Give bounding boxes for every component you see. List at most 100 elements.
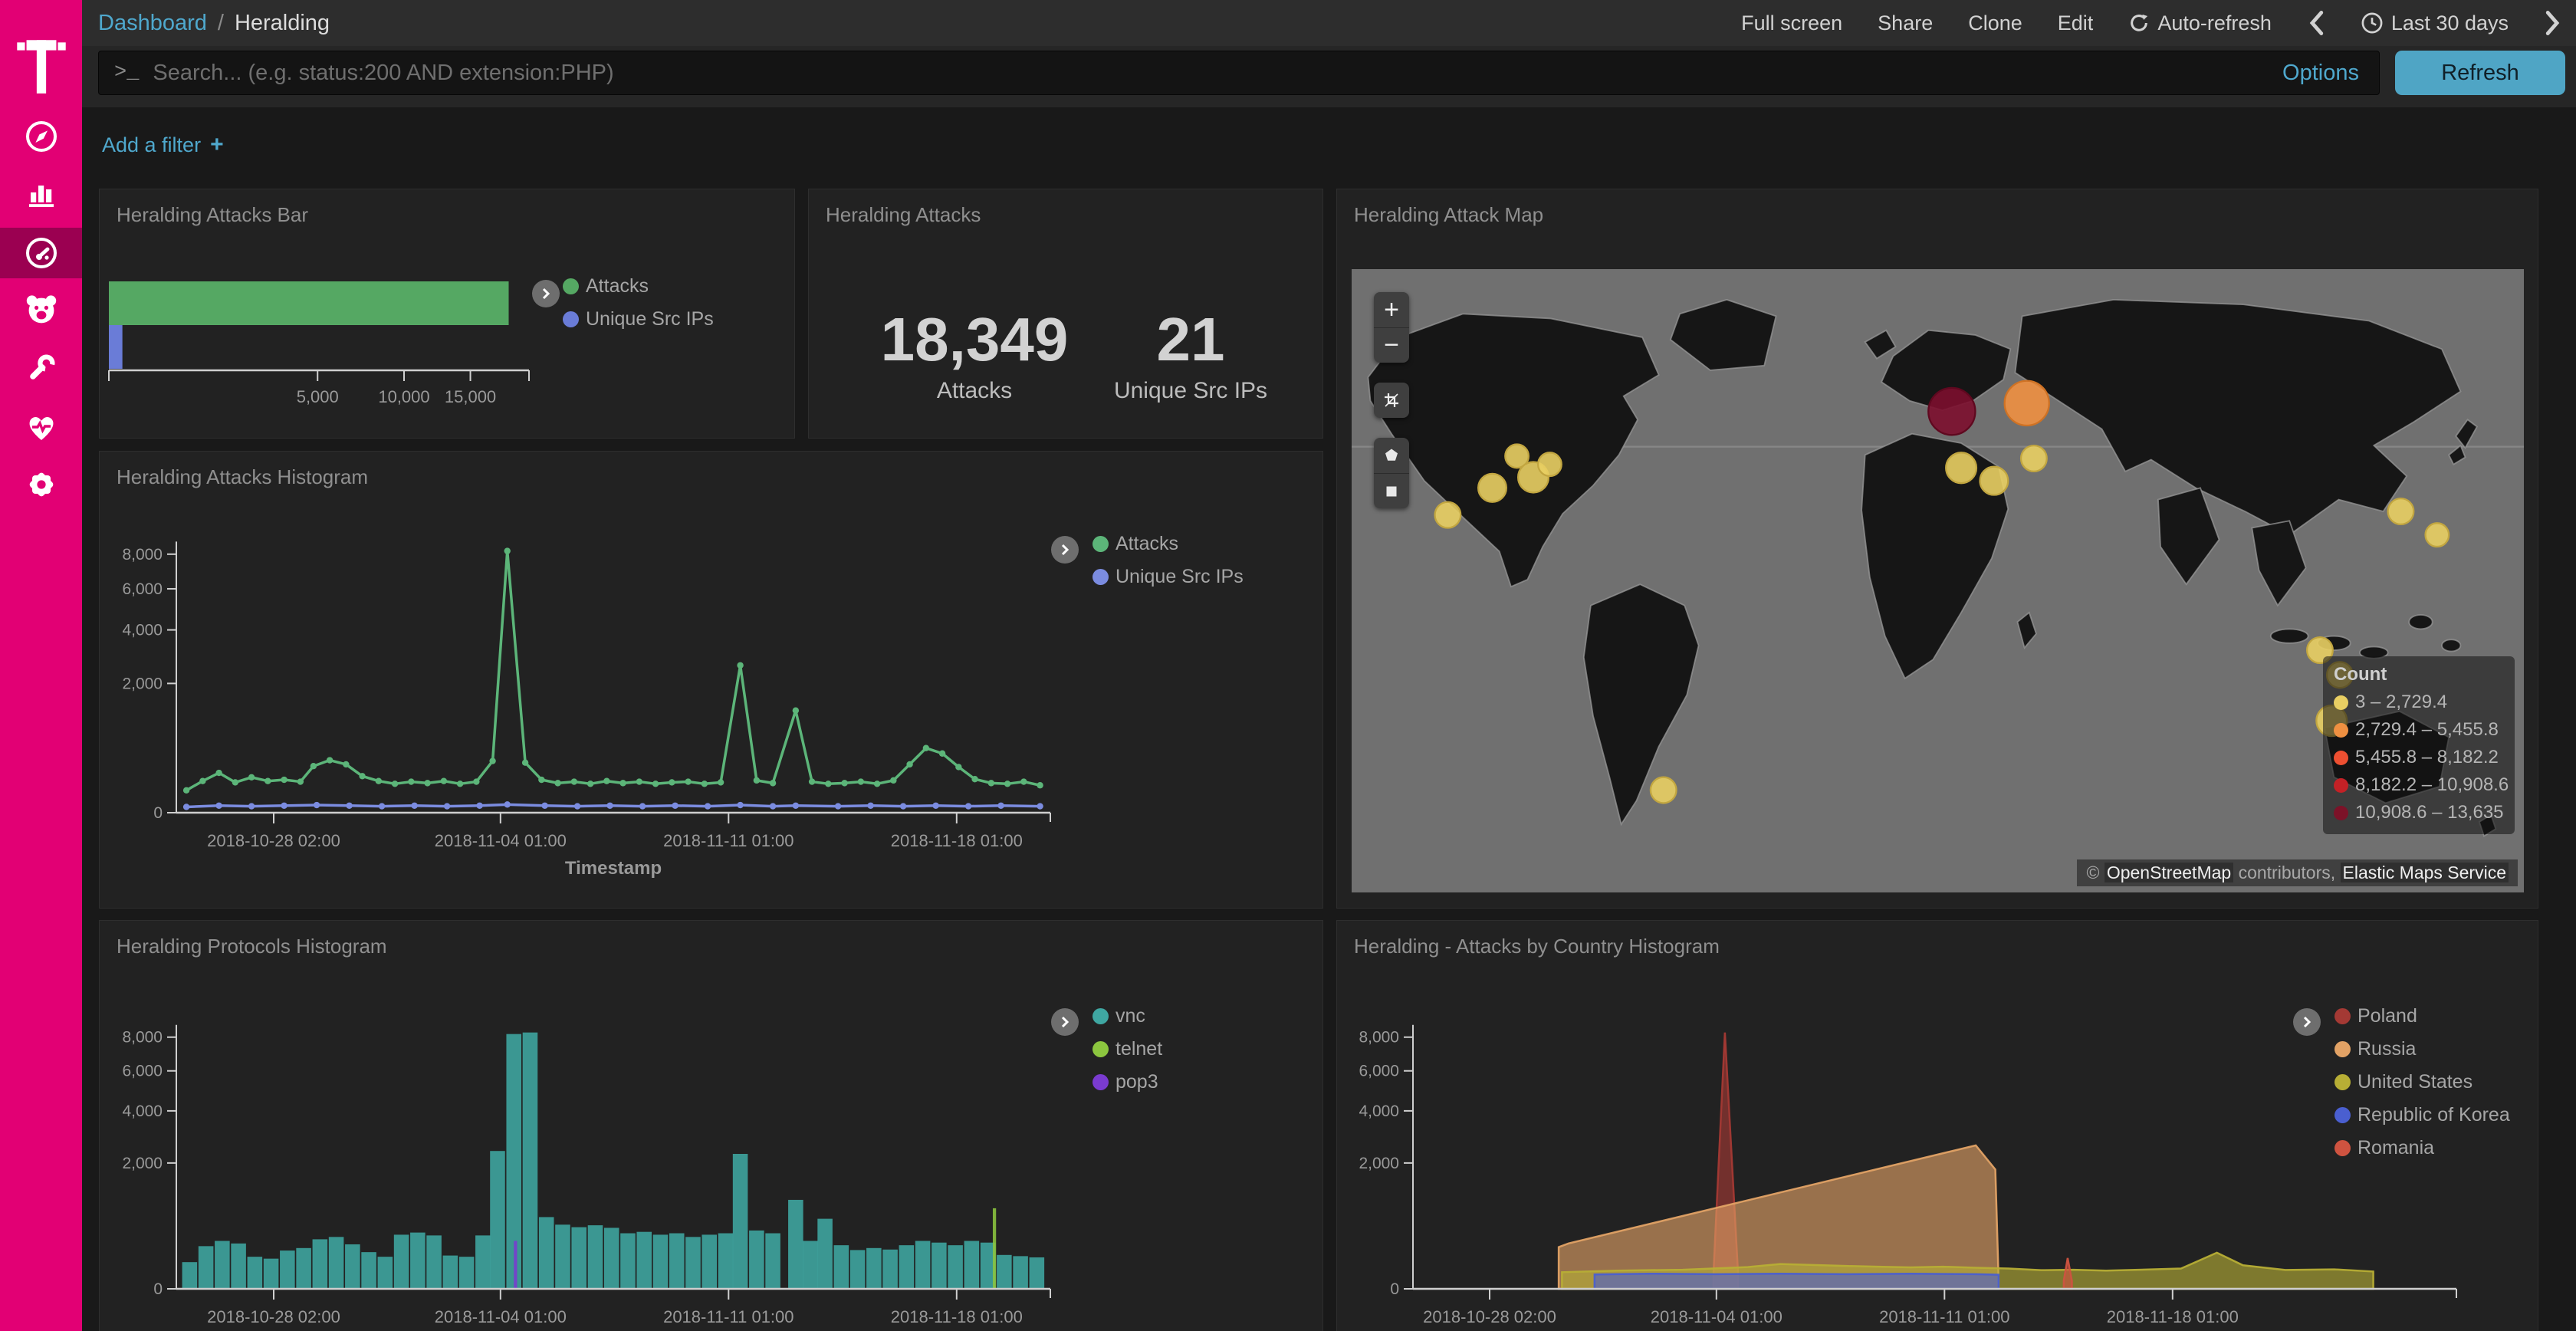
- auto-refresh-button[interactable]: Auto-refresh: [2128, 12, 2272, 35]
- add-filter-control[interactable]: Add a filter +: [102, 132, 224, 158]
- legend-item[interactable]: Poland: [2334, 1005, 2510, 1027]
- bar-vnc[interactable]: [523, 1033, 538, 1289]
- time-range-picker[interactable]: Last 30 days: [2361, 12, 2509, 35]
- area-Romania[interactable]: [2064, 1258, 2072, 1289]
- legend-item[interactable]: pop3: [1092, 1071, 1162, 1093]
- bar-vnc[interactable]: [997, 1255, 1012, 1289]
- sidebar-item-honeypot[interactable]: [0, 284, 82, 334]
- bar-vnc[interactable]: [329, 1237, 344, 1289]
- bar-vnc[interactable]: [394, 1234, 409, 1289]
- bar-vnc[interactable]: [718, 1234, 734, 1289]
- sidebar-item-visualize[interactable]: [0, 167, 82, 218]
- series-line-Attacks[interactable]: [186, 551, 1040, 790]
- osm-link[interactable]: OpenStreetMap: [2104, 863, 2233, 882]
- bar-vnc[interactable]: [749, 1231, 764, 1289]
- legend-item[interactable]: Unique Src IPs: [1092, 566, 1244, 588]
- legend-item[interactable]: Republic of Korea: [2334, 1104, 2510, 1126]
- attack-bubble[interactable]: [2005, 381, 2049, 426]
- legend-toggle-chevron[interactable]: [2293, 1008, 2321, 1036]
- map-zoom-out-button[interactable]: −: [1374, 327, 1409, 363]
- sidebar-item-dashboard[interactable]: [0, 228, 82, 278]
- world-map[interactable]: + − Count 3 – 2,729.42,729.4 – 5,455.85,…: [1352, 269, 2524, 892]
- bar-vnc[interactable]: [653, 1234, 669, 1289]
- attacks-histogram-chart[interactable]: 02,0004,0006,0008,0002018-10-28 02:00201…: [100, 452, 1322, 908]
- legend-item[interactable]: telnet: [1092, 1038, 1162, 1060]
- legend-item[interactable]: vnc: [1092, 1005, 1162, 1027]
- sidebar-item-discover[interactable]: [0, 111, 82, 162]
- bar-vnc[interactable]: [345, 1244, 360, 1289]
- bar-vnc[interactable]: [850, 1250, 866, 1289]
- bar-vnc[interactable]: [378, 1257, 393, 1289]
- bar-vnc[interactable]: [948, 1245, 963, 1289]
- bar-vnc[interactable]: [296, 1248, 311, 1289]
- map-draw-rectangle-button[interactable]: [1374, 473, 1409, 508]
- bar-vnc[interactable]: [702, 1234, 717, 1289]
- bar-vnc[interactable]: [733, 1154, 748, 1289]
- attack-bubble[interactable]: [1478, 474, 1506, 502]
- bar-vnc[interactable]: [248, 1257, 263, 1289]
- hbar-Unique Src IPs[interactable]: [109, 325, 123, 369]
- bar-vnc[interactable]: [426, 1235, 442, 1289]
- legend-item[interactable]: Romania: [2334, 1137, 2510, 1159]
- bar-vnc[interactable]: [620, 1234, 636, 1289]
- sidebar-item-management[interactable]: [0, 459, 82, 510]
- legend-toggle-chevron[interactable]: [1051, 536, 1079, 564]
- bar-pop3[interactable]: [514, 1241, 517, 1289]
- bar-telnet[interactable]: [993, 1208, 996, 1289]
- bar-vnc[interactable]: [571, 1227, 586, 1289]
- attack-bubble[interactable]: [1651, 777, 1677, 804]
- clone-button[interactable]: Clone: [1968, 12, 2022, 35]
- bar-vnc[interactable]: [866, 1248, 882, 1289]
- legend-toggle-chevron[interactable]: [1051, 1008, 1079, 1036]
- bar-vnc[interactable]: [899, 1245, 915, 1289]
- bar-vnc[interactable]: [215, 1241, 230, 1289]
- attack-bubble[interactable]: [1946, 452, 1976, 483]
- bar-vnc[interactable]: [685, 1237, 701, 1289]
- options-link[interactable]: Options: [2282, 61, 2359, 86]
- legend-item[interactable]: Attacks: [1092, 533, 1244, 555]
- bar-vnc[interactable]: [410, 1233, 426, 1289]
- full-screen-button[interactable]: Full screen: [1741, 12, 1842, 35]
- bar-vnc[interactable]: [765, 1234, 780, 1289]
- bar-vnc[interactable]: [1030, 1257, 1045, 1289]
- bar-vnc[interactable]: [588, 1225, 603, 1289]
- hbar-Attacks[interactable]: [109, 281, 509, 325]
- bar-vnc[interactable]: [788, 1200, 803, 1289]
- map-zoom-in-button[interactable]: +: [1374, 292, 1409, 327]
- bar-vnc[interactable]: [636, 1232, 652, 1289]
- bar-vnc[interactable]: [280, 1250, 295, 1289]
- search-input[interactable]: [153, 61, 2282, 86]
- edit-button[interactable]: Edit: [2058, 12, 2094, 35]
- bar-vnc[interactable]: [555, 1224, 570, 1289]
- attack-bubble[interactable]: [2426, 523, 2450, 547]
- attack-bubble[interactable]: [2021, 445, 2047, 472]
- bar-vnc[interactable]: [1013, 1256, 1028, 1289]
- bar-vnc[interactable]: [964, 1241, 980, 1289]
- t-mobile-logo[interactable]: [0, 20, 82, 109]
- attack-bubble[interactable]: [1928, 388, 1975, 435]
- bar-vnc[interactable]: [264, 1259, 279, 1289]
- bar-vnc[interactable]: [604, 1227, 619, 1289]
- bar-vnc[interactable]: [313, 1239, 328, 1289]
- bar-vnc[interactable]: [669, 1234, 685, 1289]
- legend-item[interactable]: Attacks: [563, 275, 714, 297]
- legend-item[interactable]: Russia: [2334, 1038, 2510, 1060]
- ems-link[interactable]: Elastic Maps Service: [2341, 863, 2509, 882]
- attack-bubble[interactable]: [1980, 467, 2009, 495]
- bar-vnc[interactable]: [490, 1151, 505, 1289]
- legend-item[interactable]: Unique Src IPs: [563, 308, 714, 330]
- share-button[interactable]: Share: [1878, 12, 1933, 35]
- bar-vnc[interactable]: [182, 1262, 198, 1289]
- refresh-button[interactable]: Refresh: [2395, 51, 2565, 95]
- bar-vnc[interactable]: [361, 1252, 376, 1289]
- legend-toggle-chevron[interactable]: [532, 280, 560, 307]
- bar-vnc[interactable]: [443, 1256, 458, 1289]
- area-Republic of Korea[interactable]: [1595, 1273, 1999, 1289]
- bar-vnc[interactable]: [475, 1235, 491, 1289]
- attack-bubble[interactable]: [1435, 502, 1461, 528]
- bar-vnc[interactable]: [932, 1243, 947, 1289]
- breadcrumb-dashboard-link[interactable]: Dashboard: [98, 11, 207, 36]
- sidebar-item-monitoring[interactable]: [0, 402, 82, 452]
- protocols-histogram-chart[interactable]: 02,0004,0006,0008,0002018-10-28 02:00201…: [100, 921, 1322, 1331]
- bar-vnc[interactable]: [882, 1250, 898, 1289]
